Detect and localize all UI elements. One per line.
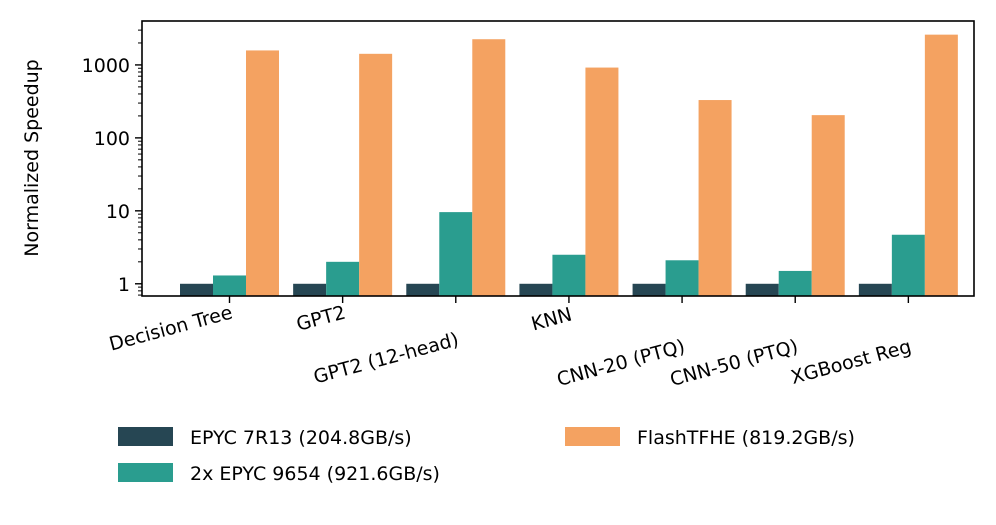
legend-swatch-1 (118, 427, 173, 446)
y-axis-label: Normalized Speedup (21, 59, 43, 256)
x-tick-label-2: GPT2 (294, 302, 348, 336)
bar-2-6 (778, 270, 812, 296)
bar-2-1 (213, 275, 246, 296)
bar-1-2 (293, 283, 327, 296)
bar-3-5 (698, 100, 732, 297)
bar-1-1 (180, 283, 213, 296)
bar-3-4 (585, 67, 619, 296)
legend-swatch-2 (118, 463, 173, 482)
bar-2-4 (552, 254, 586, 296)
x-tick-label-1: Decision Tree (107, 302, 235, 356)
bar-3-7 (924, 34, 958, 296)
plot-frame (141, 20, 975, 297)
bar-2-2 (326, 261, 360, 296)
x-tick-label-3: GPT2 (12-head) (311, 329, 461, 389)
y-tick-label-10: 10 (106, 201, 130, 223)
legend: EPYC 7R13 (204.8GB/s) 2x EPYC 9654 (921.6… (118, 427, 855, 485)
bar-1-3 (406, 283, 440, 296)
x-tick-label-4: KNN (529, 304, 574, 336)
plot-area (180, 34, 958, 297)
y-tick-label-1000: 1000 (82, 55, 130, 77)
bar-1-6 (745, 283, 779, 296)
bar-1-4 (519, 283, 553, 296)
x-tick-label-6: CNN-50 (PTQ) (668, 336, 801, 391)
bar-1-7 (858, 283, 892, 296)
legend-label-2: 2x EPYC 9654 (921.6GB/s) (190, 463, 440, 485)
bar-3-1 (246, 50, 279, 297)
y-tick-label-1: 1 (118, 274, 130, 296)
bar-3-2 (359, 53, 393, 297)
y-tick-label-100: 100 (94, 128, 130, 150)
legend-swatch-3 (565, 427, 620, 446)
bar-3-6 (811, 115, 845, 296)
x-tick-label-5: CNN-20 (PTQ) (555, 336, 688, 391)
bar-1-5 (632, 283, 666, 296)
bar-3-3 (472, 39, 506, 296)
bar-2-7 (891, 234, 925, 296)
bar-2-5 (665, 260, 699, 296)
legend-label-3: FlashTFHE (819.2GB/s) (637, 427, 855, 449)
x-tick-label-7: XGBoost Reg (789, 336, 914, 389)
bar-2-3 (439, 212, 473, 296)
legend-label-1: EPYC 7R13 (204.8GB/s) (190, 427, 412, 449)
